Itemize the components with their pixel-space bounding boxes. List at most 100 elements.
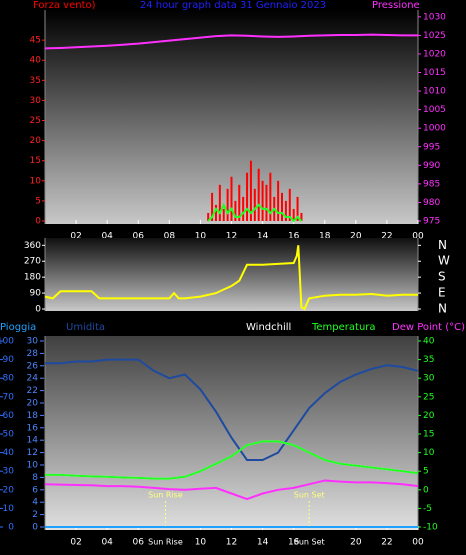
x-tick-label: 04 [101,232,113,242]
x-tick-label: 18 [319,232,331,242]
y2-tick-label: N [438,238,447,252]
annotation-label: Sun Rise [148,491,183,500]
y-tick-label: 10 [3,504,15,514]
legend-label: Pressione [372,0,420,11]
y3-tick-label: 24 [27,374,39,384]
y2-tick-label: W [438,254,450,268]
y-tick-label: 30 [30,96,42,106]
x-tick-label: 22 [381,538,392,548]
y-tick-label: 30 [3,467,15,477]
y3-tick-label: 26 [27,361,39,371]
y-tick-label: 0 [35,217,41,227]
y-tick-label: 10 [30,176,42,186]
y-tick-label: 0 [8,523,14,533]
y3-tick-label: 8 [32,473,38,483]
x-tick-label: Sun Rise [148,538,183,547]
x-tick-label: 06 [133,538,145,548]
legend-label: Windchill [246,322,291,333]
y2-tick-label: S [438,270,446,284]
y-tick-label: 100 [0,337,14,347]
y-tick-label: 90 [30,289,42,299]
series-line [44,245,418,311]
y-tick-label: 20 [30,136,42,146]
y2-tick-label: 25 [423,392,434,402]
legend-label: Pioggia [0,322,36,333]
y3-tick-label: 10 [27,461,39,471]
y3-tick-label: 14 [27,436,39,446]
y3-tick-label: 12 [27,448,38,458]
y-tick-label: 70 [3,392,15,402]
plot-area [45,238,418,311]
y2-tick-label: 1030 [423,12,446,22]
x-tick-label: 00 [412,232,424,242]
y-tick-label: 50 [3,430,15,440]
y3-tick-label: 4 [32,498,38,508]
x-tick-label: 14 [257,232,269,242]
y2-tick-label: 5 [423,467,429,477]
y3-tick-label: 18 [27,411,39,421]
series-line [45,358,419,461]
y2-tick-label: 980 [423,198,440,208]
y2-tick-label: 1025 [423,31,446,41]
x-tick-label: 02 [70,538,81,548]
y3-tick-label: 6 [32,485,38,495]
y-tick-label: 270 [24,257,41,267]
y2-tick-label: 10 [423,448,435,458]
y-tick-label: 80 [3,374,15,384]
y2-tick-label: 1010 [423,87,446,97]
y-tick-label: 360 [24,241,41,251]
y-tick-label: 40 [3,448,15,458]
y-tick-label: 180 [24,273,41,283]
series-line [44,479,419,501]
y-tick-label: 45 [30,36,41,46]
x-tick-label: 20 [350,538,362,548]
y2-tick-label: 1000 [423,124,446,134]
y-tick-label: 40 [30,56,42,66]
y3-tick-label: 30 [27,337,39,347]
legend-label: Temperatura [311,322,376,333]
y-tick-label: 15 [30,156,41,166]
y2-tick-label: 40 [423,337,435,347]
y2-tick-label: 1020 [423,49,446,59]
x-tick-label: 20 [350,232,362,242]
legend-label: Forza vento) [33,0,96,11]
y-tick-label: 35 [30,76,41,86]
y-tick-label: 20 [3,485,15,495]
x-tick-label: 00 [412,538,424,548]
x-tick-label: 12 [226,538,237,548]
chart-title: 24 hour graph data 31 Gennaio 2023 [140,0,326,11]
x-tick-label: 10 [195,538,207,548]
x-tick-label: 04 [101,538,113,548]
y2-tick-label: 985 [423,179,440,189]
y3-tick-label: 16 [27,423,39,433]
x-tick-label: 08 [164,232,176,242]
y2-tick-label: 30 [423,374,435,384]
x-tick-label: 16 [288,232,300,242]
y2-tick-label: 1005 [423,105,446,115]
x-tick-label: 22 [381,232,392,242]
y3-tick-label: 20 [27,399,39,409]
y2-tick-label: 0 [423,485,429,495]
x-tick-label: 12 [226,232,237,242]
series-line [44,33,418,50]
y2-tick-label: 990 [423,161,440,171]
y2-tick-label: 975 [423,217,440,227]
y2-tick-label: -5 [423,504,432,514]
y2-tick-label: 20 [423,411,435,421]
x-tick-label: 06 [133,232,145,242]
y3-tick-label: 2 [32,510,38,520]
y-tick-label: 25 [30,116,41,126]
x-tick-label: 10 [195,232,207,242]
y2-tick-label: E [438,286,446,300]
legend-label: Dew Point (°C) [392,322,465,333]
x-tick-label: Sun Set [294,538,325,547]
y-tick-label: 0 [35,305,41,315]
legend-label: Umidita [66,322,105,333]
plot-area [45,336,418,530]
x-tick-label: 16 [288,538,300,548]
y2-tick-label: 35 [423,355,434,365]
y2-tick-label: N [438,302,447,316]
y2-tick-label: -10 [423,523,438,533]
series-line [207,202,303,223]
